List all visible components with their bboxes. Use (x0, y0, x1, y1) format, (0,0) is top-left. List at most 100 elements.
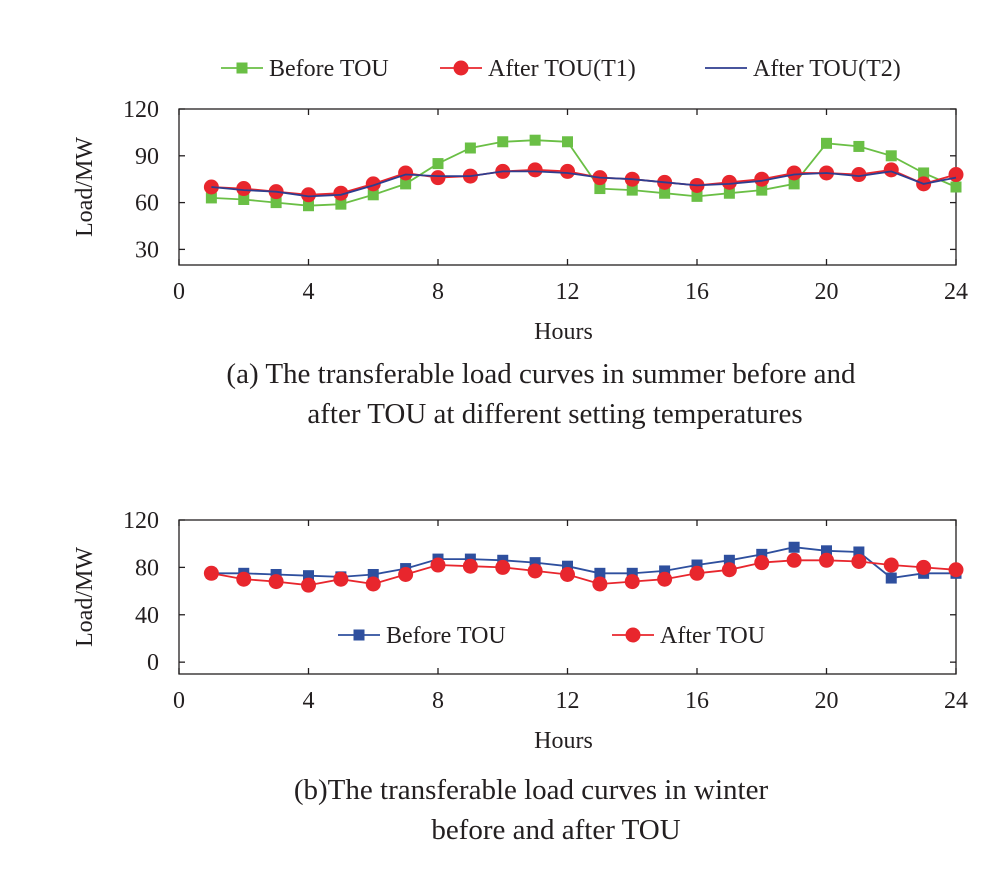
data-point-before-tou (497, 136, 509, 148)
legend-label: Before TOU (386, 623, 506, 649)
data-point-after-tou (948, 562, 964, 578)
data-point-before-tou (723, 554, 735, 566)
data-point-before-tou (335, 198, 347, 210)
x-tick-label: 4 (303, 279, 315, 305)
data-point-before-tou (400, 178, 412, 190)
x-tick-label: 8 (432, 688, 444, 714)
data-point-after-tou-t1 (754, 171, 770, 187)
caption-winter-line-1: (b)The transferable load curves in winte… (293, 774, 769, 806)
series-after-tou-t2 (211, 170, 957, 198)
series-after-tou (203, 552, 964, 593)
series-line-after-tou-t2 (211, 170, 957, 198)
x-tick-label: 8 (432, 279, 444, 305)
data-point-after-tou-t1 (203, 179, 219, 195)
y-tick-label: 0 (147, 650, 159, 676)
legend-item-before-tou: Before TOU (221, 56, 389, 82)
x-tick-label: 4 (303, 688, 315, 714)
data-point-before-tou (238, 193, 250, 205)
data-point-after-tou (592, 576, 608, 592)
x-tick-label: 12 (556, 279, 580, 305)
y-axis-label: Load/MW (72, 547, 98, 647)
data-point-before-tou (367, 568, 379, 580)
y-tick-label: 60 (135, 191, 159, 217)
plot-frame (178, 108, 957, 266)
y-tick-label: 90 (135, 144, 159, 170)
data-point-before-tou (303, 200, 314, 212)
data-point-after-tou-t1 (430, 170, 446, 186)
data-point-before-tou (691, 559, 703, 571)
legend-swatch-marker (453, 60, 469, 76)
data-point-before-tou (303, 570, 314, 582)
data-point-after-tou-t1 (365, 176, 381, 192)
data-point-before-tou (659, 565, 671, 577)
data-point-before-tou (432, 158, 444, 170)
data-point-before-tou (885, 150, 897, 162)
data-point-after-tou-t1 (560, 163, 575, 179)
data-point-before-tou (659, 187, 671, 199)
caption-summer-line-1: (a) The transferable load curves in summ… (226, 358, 856, 390)
data-point-after-tou (301, 577, 316, 593)
data-point-after-tou (527, 563, 543, 579)
x-tick-label: 16 (685, 279, 709, 305)
data-point-after-tou (203, 565, 219, 581)
caption-winter: (b)The transferable load curves in winte… (0, 770, 1002, 850)
series-line-after-tou-t1 (211, 168, 957, 196)
data-point-after-tou (786, 552, 802, 568)
x-tick-label: 0 (173, 279, 185, 305)
legend-item-before-tou: Before TOU (334, 619, 528, 651)
data-point-after-tou-t1 (948, 167, 964, 183)
legend-swatch-marker (236, 62, 248, 74)
y-tick-label: 80 (135, 555, 159, 581)
data-point-after-tou (916, 559, 932, 575)
data-point-before-tou (821, 137, 832, 149)
chart-summer: 0 4 8 12 16 20 24 30 60 90 120 Hours Load/MW Before T… (72, 56, 968, 345)
data-point-after-tou (495, 559, 511, 575)
data-point-before-tou (788, 178, 800, 190)
data-point-before-tou (464, 142, 476, 154)
legend-label: Before TOU (269, 56, 389, 82)
y-axis-label: Load/MW (72, 137, 98, 237)
data-point-before-tou (853, 140, 865, 152)
y-tick-label: 120 (123, 508, 159, 534)
x-axis-label: Hours (534, 728, 593, 754)
x-tick-label: 16 (685, 688, 709, 714)
data-point-before-tou (367, 189, 379, 201)
data-point-before-tou (205, 192, 217, 204)
data-point-before-tou (788, 541, 800, 553)
legend-label: After TOU(T1) (488, 56, 636, 82)
data-point-after-tou-t1 (721, 174, 737, 190)
data-point-after-tou (721, 562, 737, 578)
x-tick-label: 12 (556, 688, 580, 714)
x-tick-label: 24 (944, 688, 968, 714)
data-point-after-tou-t1 (301, 187, 316, 203)
data-point-after-tou (624, 574, 640, 590)
data-point-before-tou (529, 134, 541, 146)
data-point-after-tou (268, 574, 284, 590)
data-point-after-tou (689, 565, 705, 581)
data-point-after-tou-t1 (883, 162, 899, 178)
data-point-before-tou (626, 567, 638, 579)
data-point-before-tou (950, 181, 962, 193)
data-point-before-tou (756, 548, 768, 560)
data-point-after-tou (398, 566, 414, 582)
series-line-before-tou (211, 546, 956, 579)
data-point-after-tou-t1 (786, 165, 802, 181)
series-line-after-tou (211, 559, 957, 587)
data-point-before-tou (691, 190, 703, 202)
y-tick-label: 30 (135, 237, 159, 263)
caption-summer-line-2: after TOU at different setting temperatu… (307, 398, 803, 430)
data-point-before-tou (723, 187, 735, 199)
legend-label: After TOU(T2) (753, 56, 901, 82)
y-tick-label: 120 (123, 97, 159, 123)
x-tick-label: 20 (815, 688, 839, 714)
data-point-after-tou-t1 (527, 162, 543, 178)
data-point-before-tou (562, 560, 573, 572)
data-point-after-tou (560, 566, 575, 582)
data-point-after-tou (819, 552, 834, 568)
data-point-after-tou-t1 (851, 167, 867, 183)
data-point-after-tou-t1 (236, 181, 252, 197)
data-point-before-tou (626, 184, 638, 196)
x-axis-label: Hours (534, 319, 593, 345)
data-point-after-tou (883, 557, 899, 573)
